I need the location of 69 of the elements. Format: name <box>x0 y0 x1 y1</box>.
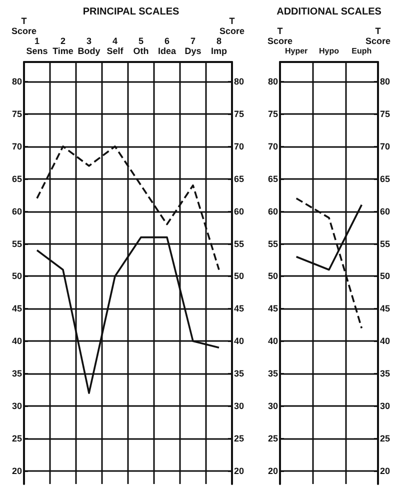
y2-tick-label: 40 <box>234 336 244 346</box>
x-tick-label: 7 Dys <box>184 36 202 56</box>
x-tick-label: 3 Body <box>78 36 100 56</box>
y2-tick-label: 50 <box>380 271 390 282</box>
y2-tick-label: 25 <box>234 434 244 444</box>
chart-title: PRINCIPAL SCALES <box>82 6 180 18</box>
y2-tick-label: 80 <box>380 76 390 86</box>
y-tick-label: 65 <box>268 174 278 184</box>
y2-tick-label: 60 <box>234 206 244 216</box>
y2-tick-label: 45 <box>234 304 244 314</box>
y-tick-label: 80 <box>12 76 22 86</box>
y2-tick-label: 40 <box>380 336 390 346</box>
chart-title: ADDITIONAL SCALES <box>276 6 382 18</box>
y-tick-label: 20 <box>268 466 278 476</box>
y-tick-label: 45 <box>12 304 22 314</box>
y-tick-label: 25 <box>268 434 278 444</box>
x-tick-label: Euph <box>352 46 372 56</box>
y2-tick-label: 20 <box>380 466 390 476</box>
x-tick-label: 5 Oth <box>133 36 149 56</box>
y-tick-label: 55 <box>268 238 278 249</box>
y2-tick-label: 25 <box>380 434 390 444</box>
y-tick-label: 20 <box>12 466 22 476</box>
y-axis-title: T Score <box>11 16 37 36</box>
y-tick-label: 50 <box>268 271 278 282</box>
y-tick-label: 50 <box>12 271 22 282</box>
y-tick-label: 40 <box>268 336 278 346</box>
y2-axis-title: T Score <box>219 16 245 36</box>
x-tick-label: 1 Sens <box>26 36 48 56</box>
y2-axis-title: T Score <box>365 26 391 46</box>
y2-tick-label: 75 <box>380 108 390 119</box>
y2-tick-label: 30 <box>234 401 244 412</box>
y-tick-label: 55 <box>12 238 22 249</box>
y-tick-label: 60 <box>268 206 278 216</box>
y-tick-label: 60 <box>12 206 22 216</box>
y2-tick-label: 20 <box>234 466 244 476</box>
y-tick-label: 25 <box>12 434 22 444</box>
y-tick-label: 40 <box>12 336 22 346</box>
y2-tick-label: 35 <box>380 368 390 379</box>
y-tick-label: 75 <box>12 108 22 119</box>
y-tick-label: 80 <box>268 76 278 86</box>
y2-tick-label: 30 <box>380 401 390 412</box>
y-tick-label: 65 <box>12 174 22 184</box>
x-tick-label: Hyper <box>284 46 308 56</box>
y2-tick-label: 60 <box>380 206 390 216</box>
y2-tick-label: 55 <box>380 238 390 249</box>
y2-tick-label: 70 <box>234 141 244 152</box>
y-tick-label: 70 <box>268 141 278 152</box>
y-axis-title: T Score <box>267 26 293 46</box>
y-tick-label: 75 <box>268 108 278 119</box>
y2-tick-label: 55 <box>234 238 244 249</box>
x-tick-label: 4 Self <box>106 36 124 56</box>
y-tick-label: 35 <box>268 368 278 379</box>
y-tick-label: 35 <box>12 368 22 379</box>
x-tick-label: Hypo <box>319 46 340 56</box>
y-tick-label: 30 <box>268 401 278 412</box>
y2-tick-label: 75 <box>234 108 244 119</box>
y-tick-label: 45 <box>268 304 278 314</box>
x-tick-label: 6 Idea <box>158 36 177 56</box>
y2-tick-label: 45 <box>380 304 390 314</box>
y2-tick-label: 50 <box>234 271 244 282</box>
y2-tick-label: 35 <box>234 368 244 379</box>
x-tick-label: 8 Imp <box>210 36 228 56</box>
x-tick-label: 2 Time <box>52 36 74 56</box>
y2-tick-label: 65 <box>380 174 390 184</box>
y-tick-label: 70 <box>12 141 22 152</box>
y2-tick-label: 65 <box>234 174 244 184</box>
y-tick-label: 30 <box>12 401 22 412</box>
y2-tick-label: 70 <box>380 141 390 152</box>
y2-tick-label: 80 <box>234 76 244 86</box>
